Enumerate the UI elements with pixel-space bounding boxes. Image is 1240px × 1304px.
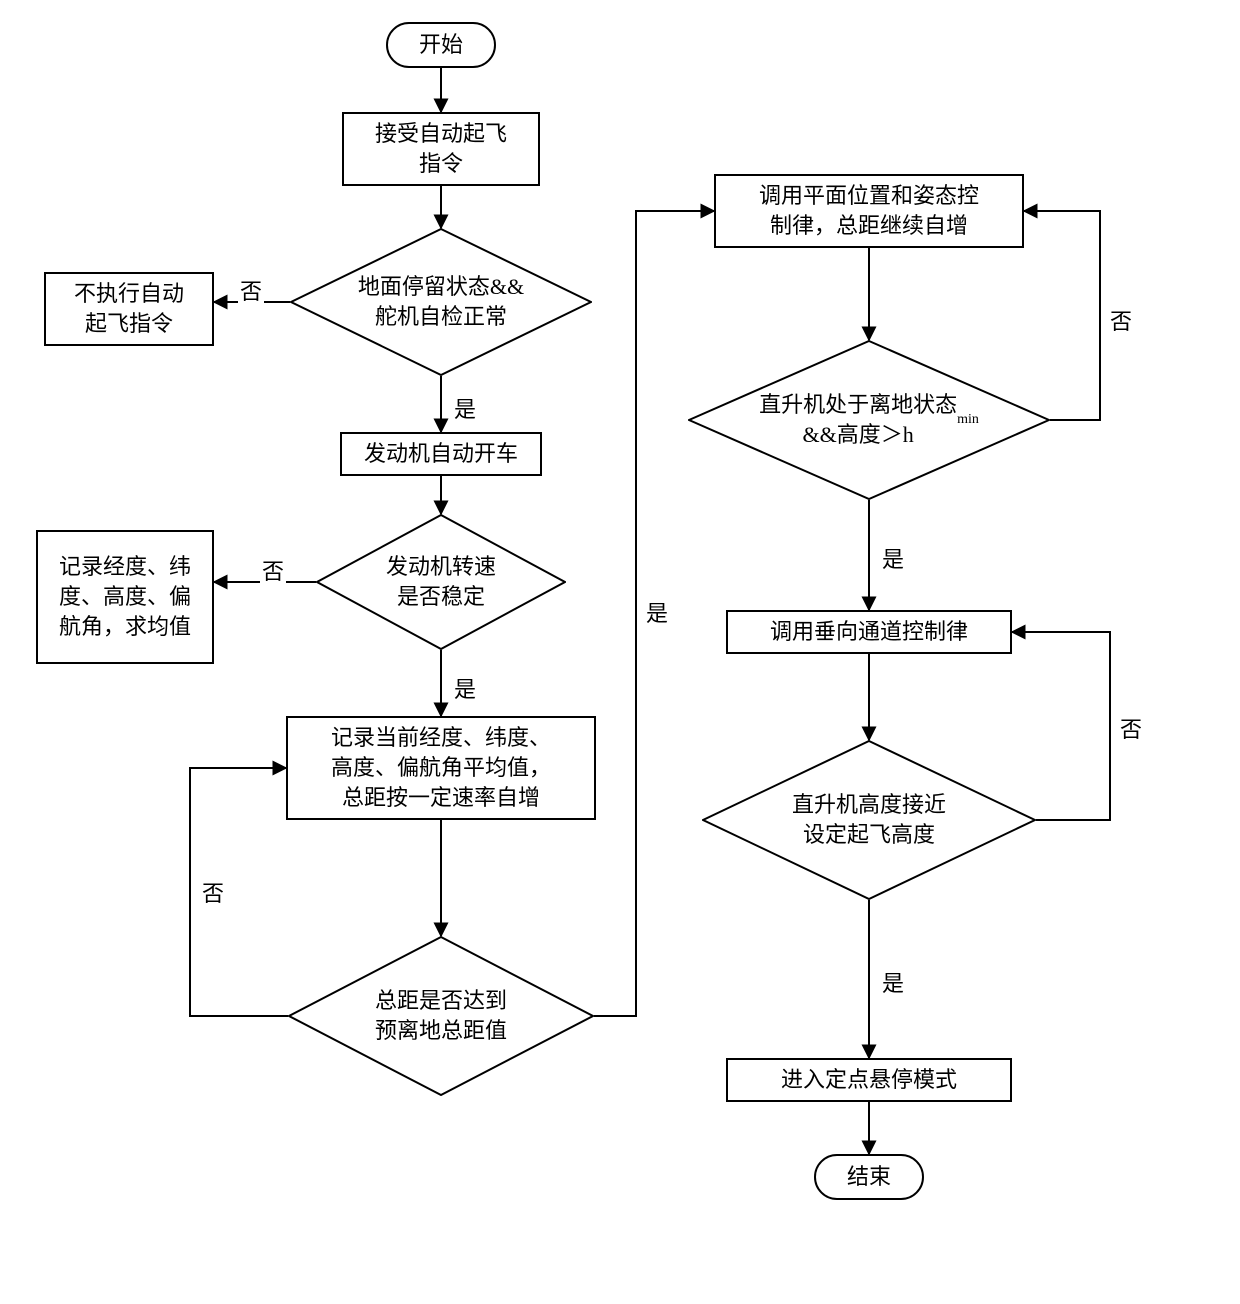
process-accept-cmd: 接受自动起飞指令 <box>342 112 540 186</box>
d3-no-label: 否 <box>200 876 226 908</box>
process-hover-mode: 进入定点悬停模式 <box>726 1058 1012 1102</box>
d5-yes-label: 是 <box>880 966 906 998</box>
d2-yes-label: 是 <box>452 672 478 704</box>
process-no-exec: 不执行自动起飞指令 <box>44 272 214 346</box>
d4-no-label: 否 <box>1108 304 1134 336</box>
d3-yes-label: 是 <box>644 596 670 628</box>
process-vertical-ctrl: 调用垂向通道控制律 <box>726 610 1012 654</box>
start-terminator: 开始 <box>386 22 496 68</box>
process-record-avg: 记录经度、纬度、高度、偏航角，求均值 <box>36 530 214 664</box>
d4-yes-label: 是 <box>880 542 906 574</box>
decision-ground-selfcheck: 地面停留状态&&舵机自检正常 <box>290 228 592 376</box>
decision-total-pitch: 总距是否达到预离地总距值 <box>288 936 594 1096</box>
end-terminator: 结束 <box>814 1154 924 1200</box>
process-engine-start: 发动机自动开车 <box>340 432 542 476</box>
process-record-increase: 记录当前经度、纬度、高度、偏航角平均值，总距按一定速率自增 <box>286 716 596 820</box>
decision-alt-reached: 直升机高度接近设定起飞高度 <box>702 740 1036 900</box>
d2-no-label: 否 <box>260 554 286 586</box>
decision-off-ground: 直升机处于离地状态&&高度＞hmin <box>688 340 1050 500</box>
d1-yes-label: 是 <box>452 392 478 424</box>
d1-no-label: 否 <box>238 274 264 306</box>
decision-engine-stable: 发动机转速是否稳定 <box>316 514 566 650</box>
d5-no-label: 否 <box>1118 712 1144 744</box>
process-pos-attitude-ctrl: 调用平面位置和姿态控制律，总距继续自增 <box>714 174 1024 248</box>
